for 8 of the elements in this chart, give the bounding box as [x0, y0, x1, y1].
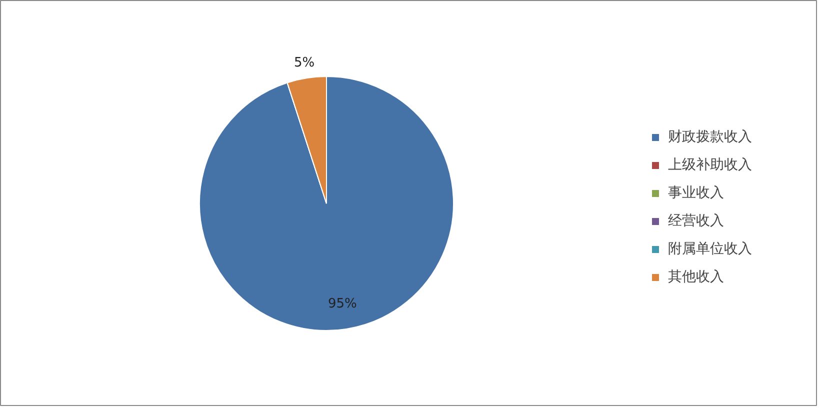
- data-label: 95%: [328, 296, 357, 312]
- legend-label: 其他收入: [668, 268, 724, 286]
- legend-label: 财政拨款收入: [668, 128, 752, 146]
- legend-label: 附属单位收入: [668, 240, 752, 258]
- legend-label: 上级补助收入: [668, 156, 752, 174]
- legend-label: 事业收入: [668, 184, 724, 202]
- data-label: 5%: [294, 56, 315, 71]
- legend-label: 经营收入: [668, 212, 724, 230]
